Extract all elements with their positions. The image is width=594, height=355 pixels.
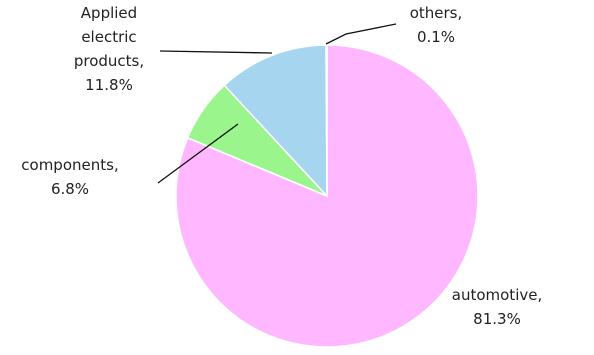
pie-slice-others xyxy=(325,44,328,197)
leader-line-applied-electric-products xyxy=(159,50,273,54)
data-label-components: components, 6.8% xyxy=(21,156,118,198)
data-label-automotive: automotive, 81.3% xyxy=(452,286,542,328)
slice-labels: automotive, 81.3% components, 6.8% Applied el… xyxy=(21,4,542,328)
pie-slice-applied-electric-products xyxy=(223,44,328,198)
leader-line-components xyxy=(157,123,239,184)
leader-lines xyxy=(157,23,397,184)
data-label-applied-electric-products: Applied electric products, 11.8% xyxy=(74,4,144,94)
pie-slice-automotive xyxy=(175,44,479,348)
data-label-others: others, 0.1% xyxy=(410,4,463,46)
pie-slices xyxy=(175,44,479,348)
leader-line-others xyxy=(325,23,397,45)
